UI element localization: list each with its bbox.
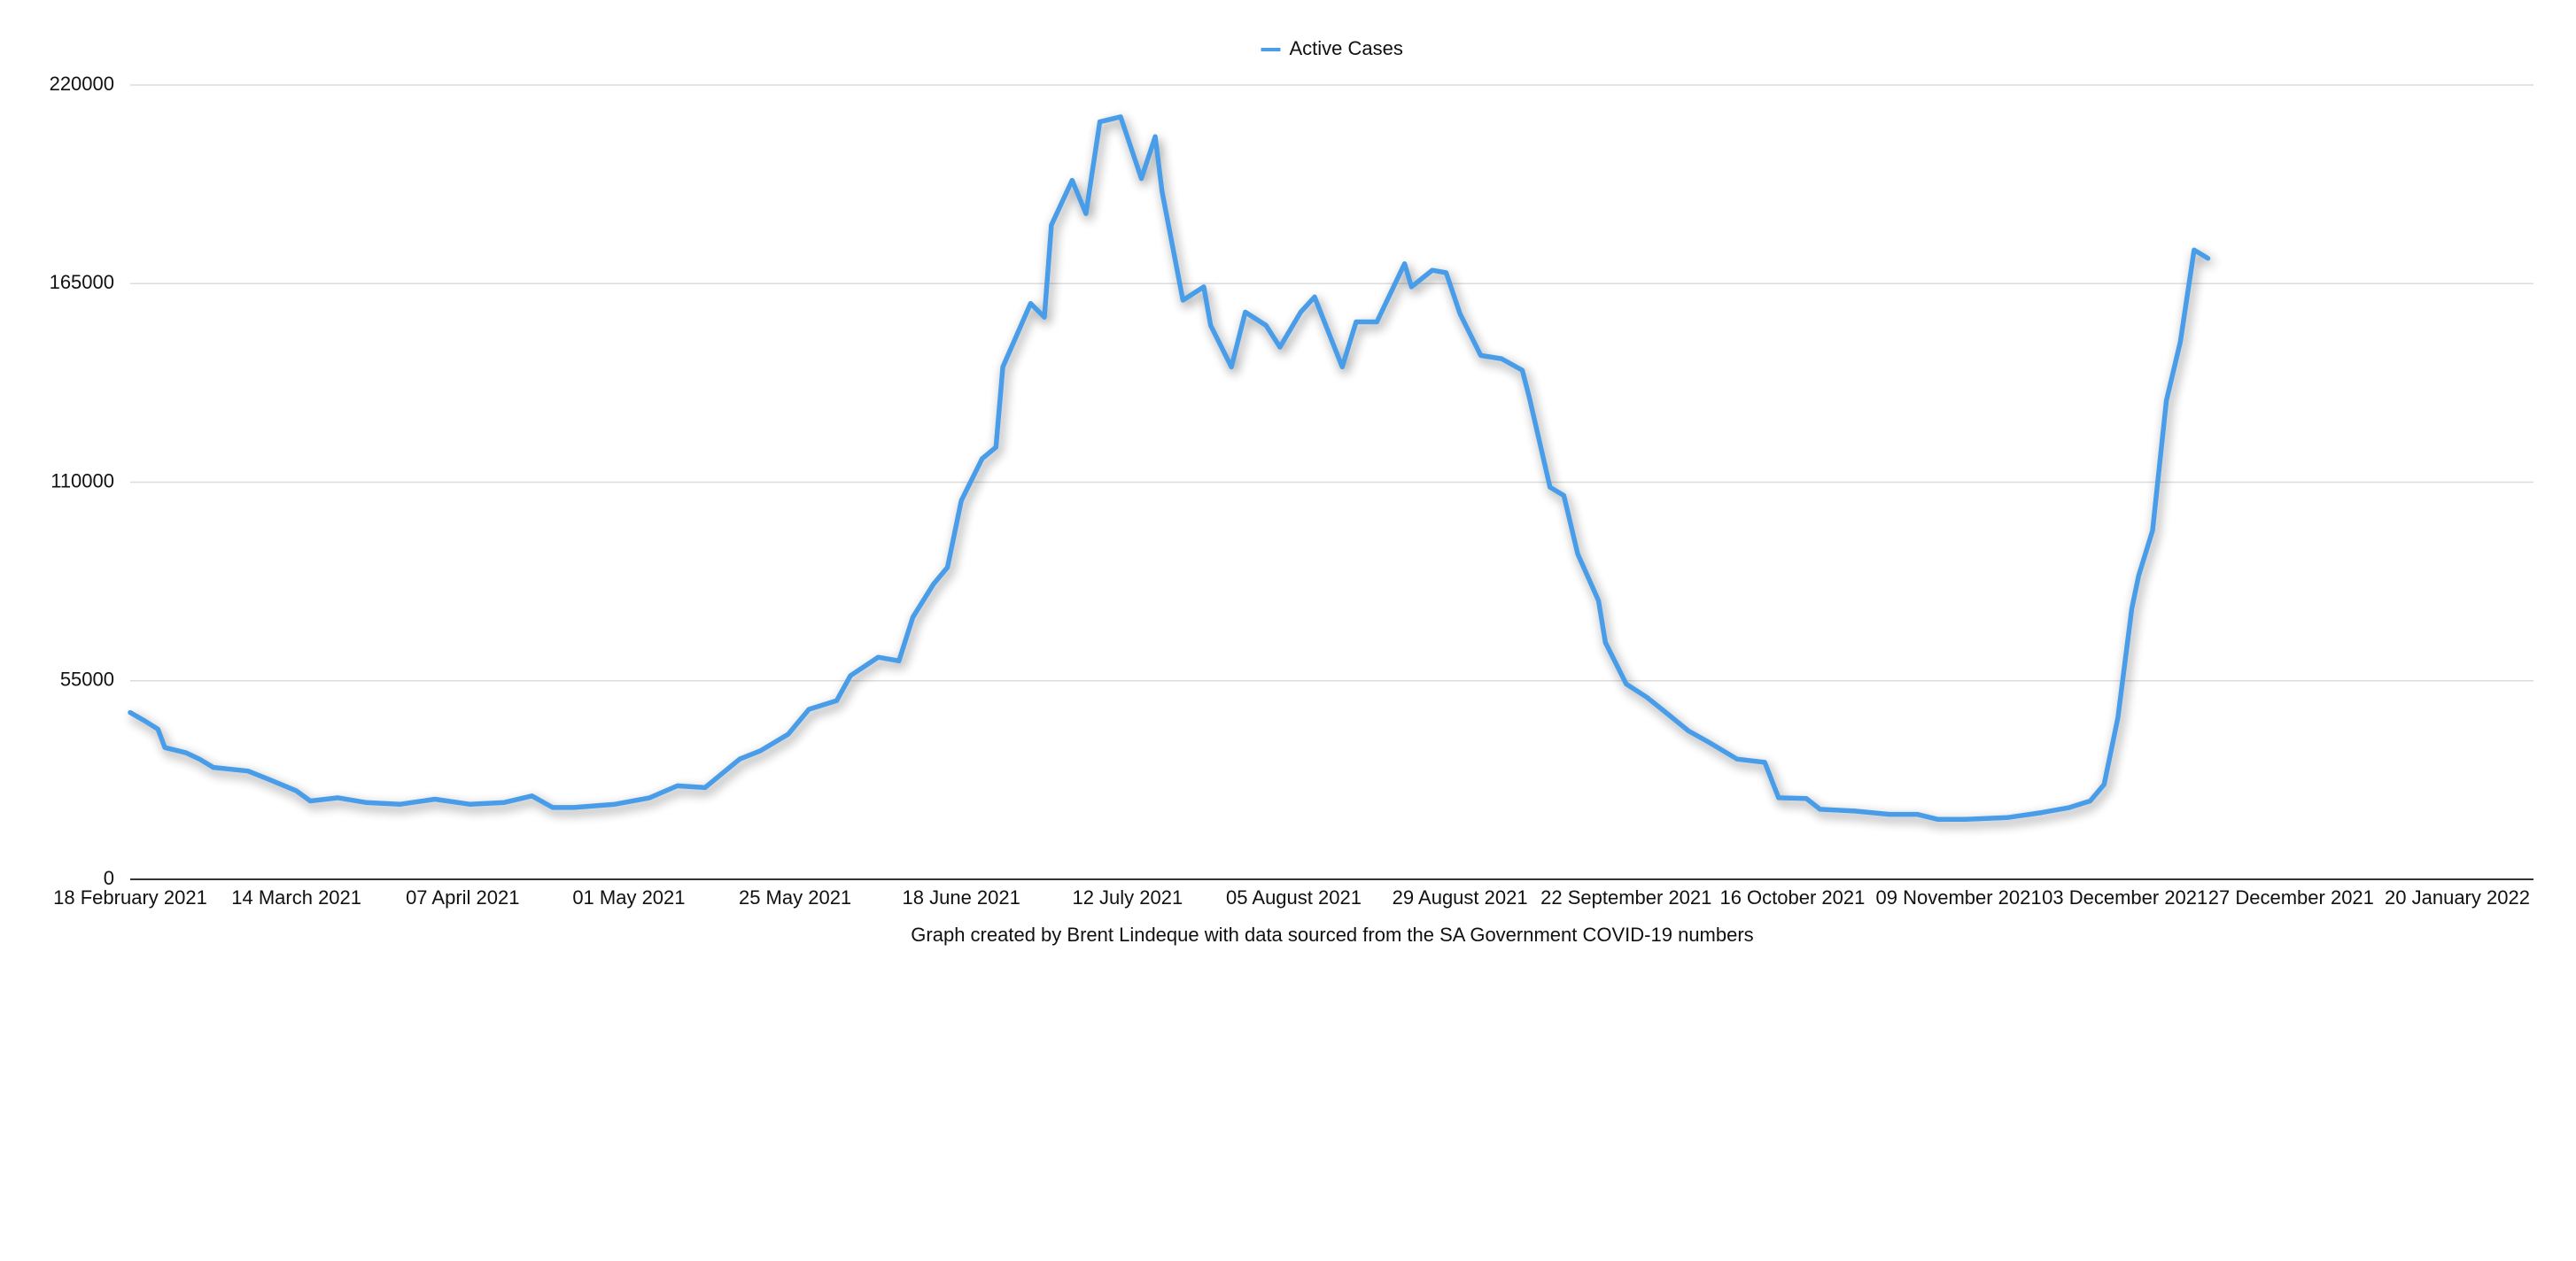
x-tick-label: 12 July 2021 bbox=[1072, 886, 1183, 909]
x-tick-label: 05 August 2021 bbox=[1226, 886, 1362, 909]
x-tick-label: 09 November 2021 bbox=[1876, 886, 2042, 909]
legend-label: Active Cases bbox=[1290, 37, 1403, 59]
x-tick-label: 01 May 2021 bbox=[572, 886, 685, 909]
y-tick-label: 0 bbox=[104, 867, 114, 889]
x-tick-label: 16 October 2021 bbox=[1719, 886, 1865, 909]
x-tick-label: 03 December 2021 bbox=[2042, 886, 2207, 909]
x-tick-label: 18 February 2021 bbox=[53, 886, 207, 909]
line-series bbox=[128, 114, 2211, 823]
caption: Graph created by Brent Lindeque with dat… bbox=[911, 924, 1753, 946]
x-tick-label: 29 August 2021 bbox=[1393, 886, 1528, 909]
x-tick-label: 14 March 2021 bbox=[231, 886, 361, 909]
y-tick-label: 110000 bbox=[50, 469, 114, 491]
x-tick-label: 18 June 2021 bbox=[903, 886, 1020, 909]
x-tick-label: 25 May 2021 bbox=[739, 886, 851, 909]
y-tick-label: 55000 bbox=[60, 669, 114, 691]
y-tick-label: 165000 bbox=[50, 271, 114, 293]
x-tick-label: 07 April 2021 bbox=[406, 886, 519, 909]
x-tick-label: 27 December 2021 bbox=[2208, 886, 2374, 909]
y-tick-label: 220000 bbox=[50, 73, 114, 95]
x-tick-label: 22 September 2021 bbox=[1540, 886, 1711, 909]
x-tick-label: 20 January 2022 bbox=[2385, 886, 2530, 909]
